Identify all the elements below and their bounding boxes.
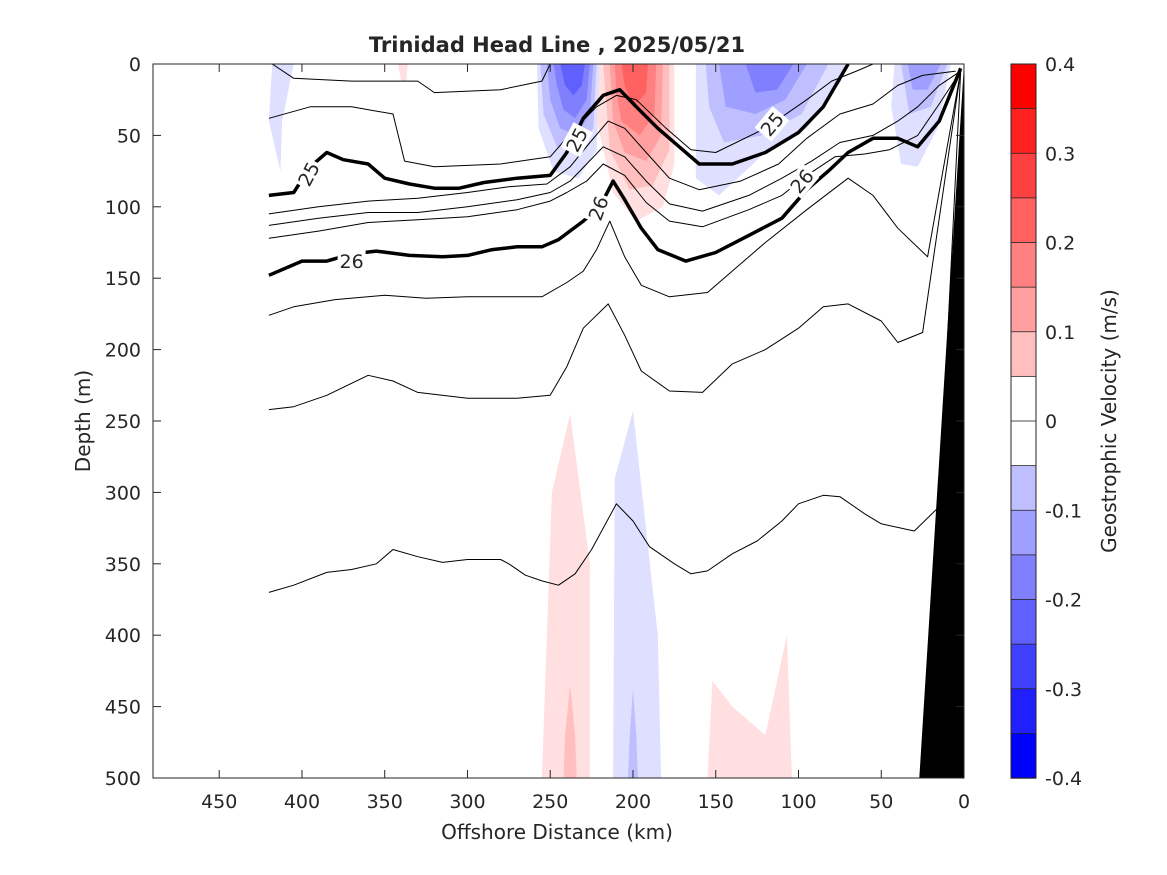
y-tick-label: 50 (117, 125, 141, 147)
isopycnal-3 (268, 70, 956, 215)
colorbar-tick-label: -0.3 (1045, 679, 1082, 701)
colorbar-tick-label: 0.1 (1045, 322, 1075, 344)
colorbar-cell (1010, 688, 1037, 735)
y-tick-label: 200 (105, 340, 141, 362)
colorbar-tick-label: -0.4 (1045, 768, 1082, 790)
x-tick-label: 400 (284, 791, 320, 813)
colorbar-cell (1010, 465, 1037, 511)
bold-isopycnal-6 (268, 67, 963, 277)
colorbar-frame (1010, 63, 1037, 779)
x-tick-label: 0 (958, 791, 970, 813)
x-tick-label: 150 (698, 791, 734, 813)
negative-velocity-patch-0 (268, 64, 294, 172)
negative-velocity-patch-15 (745, 64, 794, 93)
isopycnal-contours (268, 64, 963, 593)
colorbar-cell (1010, 509, 1037, 556)
x-tick-label: 200 (615, 791, 651, 813)
contour-label: 26 (340, 251, 364, 273)
colorbar-cell (1010, 599, 1037, 645)
colorbar-cell (1010, 152, 1037, 199)
colorbar-cell (1010, 242, 1037, 288)
y-tick-label: 350 (105, 554, 141, 576)
contour-label-bg (583, 191, 614, 226)
y-tick-label: 0 (129, 54, 141, 76)
contour-label-bg (754, 106, 790, 142)
positive-velocity-patch-23 (707, 635, 792, 778)
colorbar-tick-label: 0 (1045, 411, 1057, 433)
isopycnal-8 (268, 71, 962, 411)
negative-velocity-patch-22 (628, 689, 638, 778)
positive-velocity-patch-19 (541, 413, 590, 778)
x-tick-label: 350 (367, 791, 403, 813)
isopycnal-1 (268, 64, 874, 168)
colorbar-cell (1010, 197, 1037, 244)
y-tick-label: 250 (105, 411, 141, 433)
bold-isopycnal-2 (268, 64, 850, 198)
colorbar-cell (1010, 63, 1037, 110)
isopycnal-0 (271, 64, 551, 94)
colorbar-label: Geostrophic Velocity (m/s) (1097, 289, 1121, 553)
contour-label-bg (337, 250, 366, 273)
y-tick-label: 500 (105, 768, 141, 790)
colorbar-tick-label: 0.2 (1045, 233, 1075, 255)
colorbar-tick-label: 0.4 (1045, 54, 1075, 76)
negative-velocity-patch-18 (907, 64, 941, 90)
y-tick-label: 100 (105, 197, 141, 219)
isopycnal-7 (268, 71, 962, 316)
chart-title: Trinidad Head Line , 2025/05/21 (369, 33, 745, 57)
colorbar-cell (1010, 331, 1037, 378)
x-tick-label: 50 (869, 791, 893, 813)
colorbar-tick-label: -0.1 (1045, 500, 1082, 522)
x-tick-label: 250 (532, 791, 568, 813)
positive-velocity-patch-1 (398, 64, 408, 82)
x-tick-label: 100 (780, 791, 816, 813)
colorbar-tick-label: -0.2 (1045, 590, 1082, 612)
colorbar-scale (1010, 63, 1037, 779)
y-tick-label: 150 (105, 268, 141, 290)
contour-label-bg (292, 156, 325, 192)
isopycnal-5 (268, 70, 962, 239)
isopycnal-9 (268, 71, 962, 593)
contour-label-bg (784, 163, 820, 199)
y-tick-label: 300 (105, 482, 141, 504)
x-tick-label: 300 (449, 791, 485, 813)
contour-label-bg (560, 122, 593, 158)
colorbar-cell (1010, 554, 1037, 601)
colorbar-cell (1010, 375, 1037, 422)
colorbar-cell (1010, 286, 1037, 333)
isopycnal-4 (268, 70, 961, 226)
y-axis-label: Depth (m) (71, 370, 95, 472)
x-axis-label: Offshore Distance (km) (441, 820, 673, 844)
seafloor (919, 64, 964, 778)
x-axis: 450 400 350 300 250 200 150 100 50 0 (201, 64, 970, 813)
colorbar: 0.4 0.3 0.2 0.1 0 -0.1 -0.2 -0.3 -0.4 Geostrophi… (1010, 54, 1121, 790)
y-axis: 0 50 100 150 200 250 300 350 400 450 500 (105, 54, 964, 790)
positive-velocity-patch-20 (563, 685, 577, 778)
negative-velocity-patch-21 (613, 411, 662, 778)
negative-velocity-patch-6 (560, 64, 585, 96)
colorbar-cell (1010, 420, 1037, 467)
y-tick-label: 450 (105, 697, 141, 719)
colorbar-tick-label: 0.3 (1045, 143, 1075, 165)
positive-velocity-patch-11 (621, 64, 648, 107)
y-tick-label: 400 (105, 625, 141, 647)
x-tick-label: 450 (201, 791, 237, 813)
colorbar-ticks: 0.4 0.3 0.2 0.1 0 -0.1 -0.2 -0.3 -0.4 (1045, 54, 1082, 790)
colorbar-cell (1010, 643, 1037, 690)
colorbar-cell (1010, 732, 1037, 779)
bathymetry (919, 64, 964, 778)
colorbar-cell (1010, 108, 1037, 154)
